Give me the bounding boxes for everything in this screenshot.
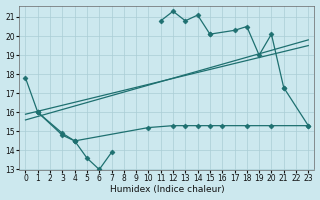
- X-axis label: Humidex (Indice chaleur): Humidex (Indice chaleur): [109, 185, 224, 194]
